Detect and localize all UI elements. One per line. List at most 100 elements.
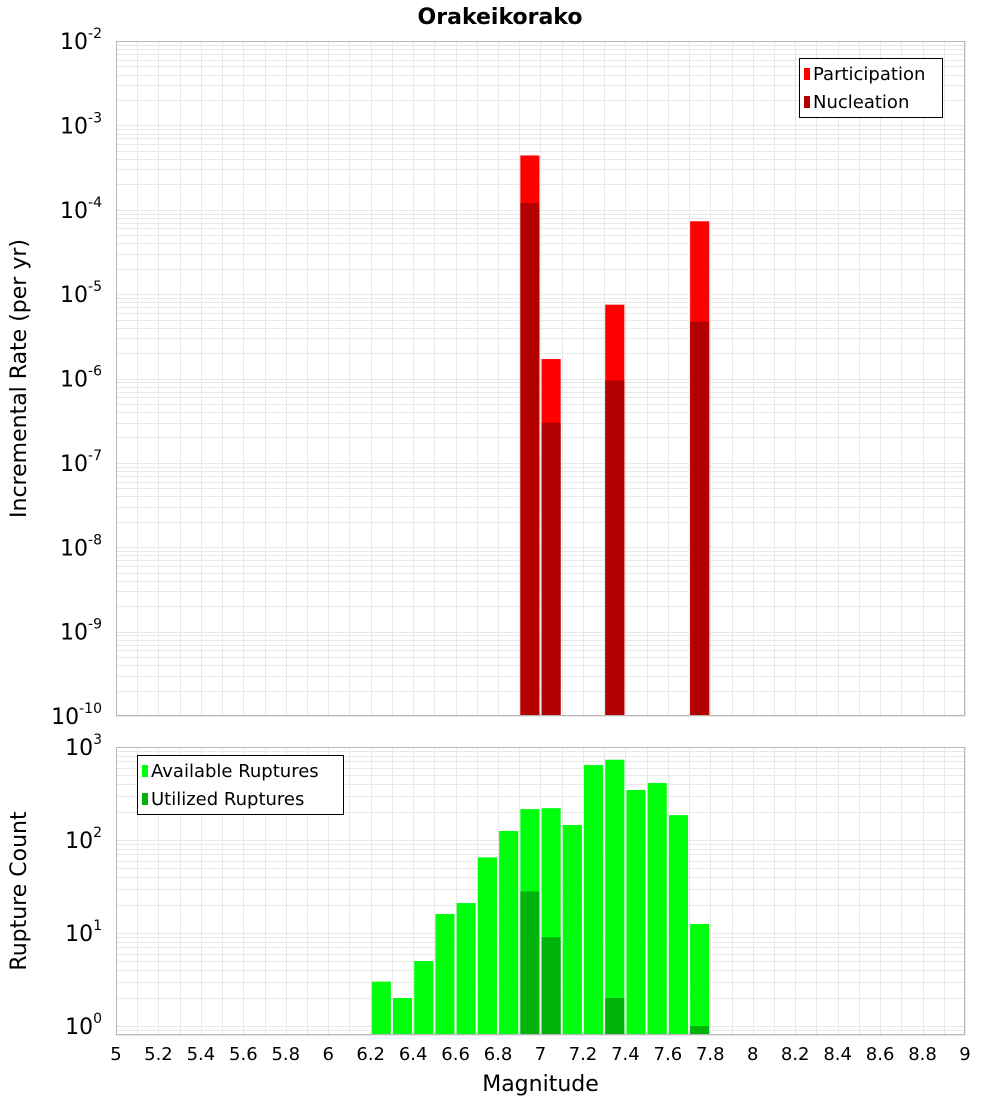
bottom-y-tick-label: 100 xyxy=(65,1011,102,1040)
top-y-tick-label: 10-4 xyxy=(60,195,102,224)
bottom-x-tick-label: 5.4 xyxy=(187,1044,216,1065)
bottom-bar-available-ruptures xyxy=(371,981,391,1035)
bottom-legend-swatch xyxy=(142,765,148,777)
y-tick-base: 10 xyxy=(60,452,88,477)
y-tick-base: 10 xyxy=(60,199,88,224)
bottom-x-axis-label: Magnitude xyxy=(482,1072,599,1097)
top-legend-label: Nucleation xyxy=(813,92,909,113)
bottom-legend-label: Available Ruptures xyxy=(151,761,319,782)
y-tick-exponent: 2 xyxy=(93,825,102,841)
bottom-x-tick-label: 5.8 xyxy=(271,1044,300,1065)
top-legend-swatch xyxy=(804,68,810,80)
y-tick-base: 10 xyxy=(65,829,93,854)
top-series-1 xyxy=(520,203,710,716)
bottom-legend-box xyxy=(137,755,344,815)
y-tick-exponent: -3 xyxy=(88,110,102,126)
top-bar-nucleation xyxy=(690,321,710,716)
top-legend-label: Participation xyxy=(813,64,925,85)
y-tick-base: 10 xyxy=(65,1015,93,1040)
bottom-x-tick-label: 8.4 xyxy=(823,1044,852,1065)
bottom-bar-available-ruptures xyxy=(605,759,625,1035)
bottom-legend-label: Utilized Ruptures xyxy=(151,789,304,810)
bottom-plot-frame xyxy=(116,747,965,1035)
bottom-x-tick-label: 7.2 xyxy=(569,1044,598,1065)
bottom-bar-available-ruptures xyxy=(668,815,689,1035)
y-tick-base: 10 xyxy=(51,705,79,730)
top-legend: Participation Nucleation xyxy=(799,58,943,118)
top-y-tick-label: 10-9 xyxy=(60,617,102,646)
bottom-legend-swatch xyxy=(142,793,148,805)
bottom-y-tick-label: 101 xyxy=(65,918,102,947)
top-y-tick-label: 10-10 xyxy=(51,701,102,730)
top-panel-rate-chart: 10-1010-910-810-710-610-510-410-310-2Inc… xyxy=(7,26,966,730)
top-y-tick-label: 10-5 xyxy=(60,279,102,308)
bottom-x-tick-label: 8 xyxy=(747,1044,758,1065)
bottom-x-tick-label: 5 xyxy=(110,1044,121,1065)
bottom-bar-utilized-ruptures xyxy=(520,891,540,1035)
top-bar-nucleation xyxy=(605,380,625,716)
y-tick-exponent: -2 xyxy=(88,26,102,42)
bottom-x-tick-label: 8.8 xyxy=(908,1044,937,1065)
bottom-x-tick-label: 5.6 xyxy=(229,1044,258,1065)
y-tick-exponent: -5 xyxy=(88,279,102,295)
bottom-x-tick-label: 9 xyxy=(959,1044,970,1065)
bottom-bar-available-ruptures xyxy=(414,960,434,1035)
top-y-tick-label: 10-8 xyxy=(60,532,102,561)
y-tick-base: 10 xyxy=(60,114,88,139)
top-y-axis-label: Incremental Rate (per yr) xyxy=(7,239,32,518)
bottom-x-tick-label: 8.6 xyxy=(866,1044,895,1065)
y-tick-exponent: -6 xyxy=(88,364,102,380)
top-legend-swatch xyxy=(804,96,810,108)
top-y-tick-label: 10-2 xyxy=(60,26,102,55)
bottom-y-axis-label: Rupture Count xyxy=(7,811,32,971)
bottom-bar-utilized-ruptures xyxy=(605,997,625,1035)
y-tick-exponent: -7 xyxy=(88,448,102,464)
top-plot-frame xyxy=(116,41,965,716)
bottom-y-tick-label: 103 xyxy=(65,732,102,761)
y-tick-base: 10 xyxy=(65,736,93,761)
bottom-x-tick-label: 6.4 xyxy=(399,1044,428,1065)
top-y-tick-label: 10-3 xyxy=(60,110,102,139)
bottom-x-tick-label: 6.2 xyxy=(356,1044,385,1065)
bottom-x-tick-label: 7 xyxy=(535,1044,546,1065)
chart-title: Orakeikorako xyxy=(418,5,583,30)
bottom-bar-available-ruptures xyxy=(647,783,667,1035)
bottom-y-tick-label: 102 xyxy=(65,825,102,854)
bottom-bar-available-ruptures xyxy=(456,903,476,1035)
bottom-x-tick-label: 7.4 xyxy=(611,1044,640,1065)
bottom-bar-available-ruptures xyxy=(477,857,497,1035)
bottom-bar-available-ruptures xyxy=(690,923,710,1035)
y-tick-exponent: -9 xyxy=(88,617,102,633)
y-tick-exponent: 0 xyxy=(93,1011,102,1027)
bottom-bar-available-ruptures xyxy=(392,997,413,1035)
bottom-bar-available-ruptures xyxy=(499,830,519,1035)
bottom-legend: Available Ruptures Utilized Ruptures xyxy=(137,755,344,815)
bottom-bar-available-ruptures xyxy=(435,914,455,1035)
y-tick-exponent: 1 xyxy=(93,918,102,934)
y-tick-exponent: -8 xyxy=(88,532,102,548)
y-tick-base: 10 xyxy=(65,922,93,947)
bottom-series-1 xyxy=(520,891,710,1035)
bottom-bar-available-ruptures xyxy=(584,765,604,1035)
y-tick-base: 10 xyxy=(60,283,88,308)
top-bar-nucleation xyxy=(541,422,561,716)
top-legend-box xyxy=(799,58,943,118)
y-tick-base: 10 xyxy=(60,368,88,393)
y-tick-base: 10 xyxy=(60,621,88,646)
y-tick-exponent: -4 xyxy=(88,195,102,211)
y-tick-base: 10 xyxy=(60,536,88,561)
bottom-x-tick-label: 6 xyxy=(323,1044,334,1065)
bottom-x-tick-label: 7.8 xyxy=(696,1044,725,1065)
top-y-tick-label: 10-6 xyxy=(60,364,102,393)
top-y-tick-label: 10-7 xyxy=(60,448,102,477)
bottom-bar-utilized-ruptures xyxy=(690,1025,710,1035)
bottom-x-tick-label: 6.8 xyxy=(484,1044,513,1065)
bottom-bar-utilized-ruptures xyxy=(541,937,561,1035)
bottom-x-tick-label: 6.6 xyxy=(441,1044,470,1065)
bottom-x-tick-label: 7.6 xyxy=(654,1044,683,1065)
y-tick-exponent: 3 xyxy=(93,732,102,748)
y-tick-exponent: -10 xyxy=(79,701,102,717)
